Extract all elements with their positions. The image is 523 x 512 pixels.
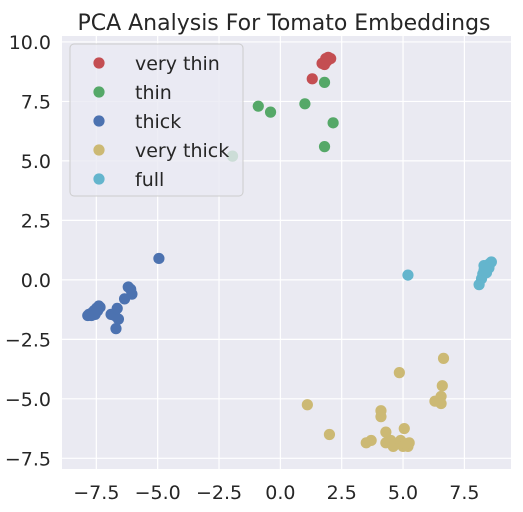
y-tick-label: −7.5 [5, 448, 51, 470]
point-very-thick [375, 411, 387, 423]
point-thin [318, 141, 331, 153]
y-tick-label: 10.0 [9, 32, 51, 54]
x-tick-labels: −7.5 −5.0 −2.5 0.0 2.5 5.0 7.5 [73, 482, 479, 504]
point-thin [252, 100, 264, 112]
x-tick-label: −2.5 [196, 482, 242, 504]
y-tick-label: −5.0 [5, 389, 51, 411]
x-tick-label: 7.5 [449, 482, 479, 504]
point-very-thick [323, 428, 336, 441]
point-very-thick [436, 380, 448, 392]
point-thick [110, 323, 122, 335]
point-very-thick [435, 390, 447, 403]
x-tick-label: −5.0 [135, 482, 181, 504]
point-very-thick [403, 437, 415, 449]
x-tick-label: 0.0 [265, 482, 295, 504]
legend-label-very-thin: very thin [135, 53, 220, 75]
point-thick [112, 313, 125, 325]
legend-box [69, 43, 244, 197]
point-thick [153, 252, 165, 265]
point-thin [318, 76, 331, 88]
legend-marker-thin [93, 86, 105, 98]
point-thick [126, 288, 138, 300]
chart-title: PCA Analysis For Tomato Embeddings [77, 11, 490, 36]
legend-marker-very-thin [93, 57, 105, 69]
x-tick-label: 2.5 [327, 482, 357, 504]
point-full [402, 269, 414, 281]
y-tick-label: −2.5 [5, 329, 51, 351]
x-tick-label: 5.0 [388, 482, 418, 504]
y-tick-label: 0.0 [21, 270, 51, 292]
legend: very thin thin thick very thick full [69, 43, 244, 197]
legend-label-full: full [135, 169, 164, 191]
point-very-thin [306, 73, 318, 85]
y-tick-label: 2.5 [21, 210, 51, 232]
point-very-thick [393, 367, 405, 379]
point-thin [327, 117, 339, 129]
legend-marker-full [93, 173, 105, 185]
legend-label-very-thick: very thick [135, 140, 229, 162]
y-tick-label: 7.5 [21, 91, 51, 113]
y-tick-label: 5.0 [21, 151, 51, 173]
point-very-thick [380, 426, 392, 438]
point-very-thick [398, 422, 410, 435]
point-thin [299, 98, 311, 110]
point-full [483, 262, 495, 274]
y-tick-labels: −7.5 −5.0 −2.5 0.0 2.5 5.0 7.5 10.0 [5, 32, 51, 470]
point-very-thick [437, 352, 450, 364]
legend-label-thick: thick [135, 111, 181, 133]
point-very-thin [321, 55, 333, 67]
point-very-thick [301, 399, 313, 411]
point-very-thick [365, 434, 377, 447]
point-thin [264, 106, 277, 118]
point-thick [91, 305, 104, 317]
legend-label-thin: thin [135, 82, 172, 104]
x-tick-label: −7.5 [73, 482, 119, 504]
legend-marker-thick [93, 115, 105, 127]
point-thick [111, 302, 123, 315]
legend-marker-very-thick [93, 144, 105, 156]
data-points [82, 51, 497, 452]
